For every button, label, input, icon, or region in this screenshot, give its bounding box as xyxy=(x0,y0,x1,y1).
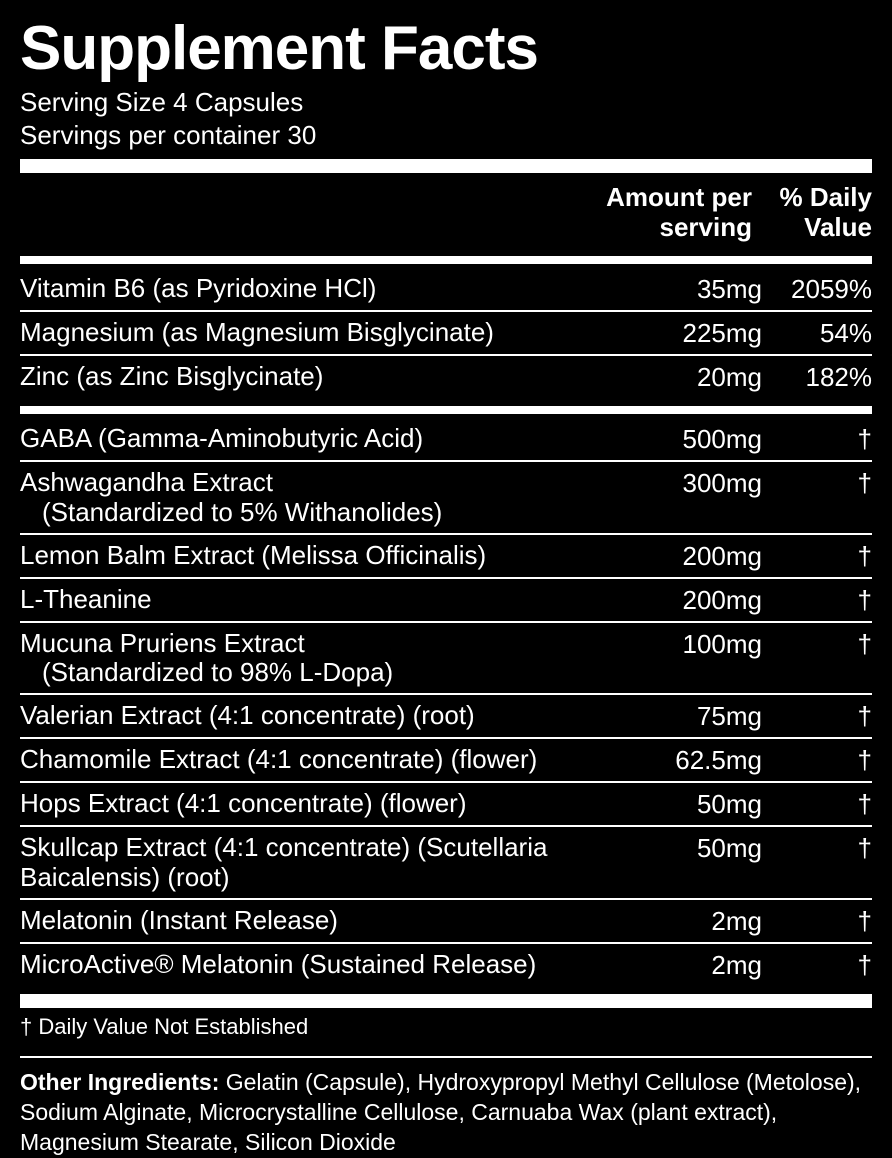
rule-bottom xyxy=(20,994,872,1008)
ingredient-amount: 50mg xyxy=(632,826,762,899)
ingredient-name: Skullcap Extract (4:1 concentrate) (Scut… xyxy=(20,826,632,899)
ingredient-name: Mucuna Pruriens Extract(Standardized to … xyxy=(20,622,632,695)
ingredient-dv: † xyxy=(762,738,872,782)
other-ingredients: Other Ingredients: Gelatin (Capsule), Hy… xyxy=(20,1068,872,1158)
ingredient-dv: 182% xyxy=(762,355,872,398)
col-dv: % Daily Value xyxy=(752,177,872,248)
ingredient-amount: 200mg xyxy=(632,534,762,578)
ingredient-amount: 200mg xyxy=(632,578,762,622)
table-row: MicroActive® Melatonin (Sustained Releas… xyxy=(20,943,872,986)
servings-per-container: Servings per container 30 xyxy=(20,119,872,152)
table-row: GABA (Gamma-Aminobutyric Acid)500mg† xyxy=(20,418,872,461)
table-row: L-Theanine200mg† xyxy=(20,578,872,622)
ingredient-amount: 225mg xyxy=(632,311,762,355)
serving-size: Serving Size 4 Capsules xyxy=(20,86,872,119)
ingredient-dv: † xyxy=(762,826,872,899)
facts-table: Amount per serving % Daily Value xyxy=(20,177,872,248)
table-row: Magnesium (as Magnesium Bisglycinate)225… xyxy=(20,311,872,355)
dv-footnote: † Daily Value Not Established xyxy=(20,1014,872,1040)
table-row: Melatonin (Instant Release)2mg† xyxy=(20,899,872,943)
ingredient-dv: † xyxy=(762,418,872,461)
ingredient-dv: † xyxy=(762,622,872,695)
ingredient-name: Chamomile Extract (4:1 concentrate) (flo… xyxy=(20,738,632,782)
other-ingredients-divider: Other Ingredients: Gelatin (Capsule), Hy… xyxy=(20,1056,872,1158)
ingredient-amount: 2mg xyxy=(632,943,762,986)
ingredient-amount: 62.5mg xyxy=(632,738,762,782)
ingredient-amount: 300mg xyxy=(632,461,762,534)
ingredient-subtext: (Standardized to 98% L-Dopa) xyxy=(20,658,624,688)
table-row: Valerian Extract (4:1 concentrate) (root… xyxy=(20,694,872,738)
ingredient-dv: 2059% xyxy=(762,268,872,311)
rule-top xyxy=(20,159,872,173)
ingredient-name: Magnesium (as Magnesium Bisglycinate) xyxy=(20,311,632,355)
table-row: Zinc (as Zinc Bisglycinate)20mg182% xyxy=(20,355,872,398)
ingredient-name: GABA (Gamma-Aminobutyric Acid) xyxy=(20,418,632,461)
ingredient-name: MicroActive® Melatonin (Sustained Releas… xyxy=(20,943,632,986)
ingredient-amount: 2mg xyxy=(632,899,762,943)
ingredient-name: Melatonin (Instant Release) xyxy=(20,899,632,943)
ingredient-dv: † xyxy=(762,782,872,826)
col-name xyxy=(20,177,592,248)
col-amount: Amount per serving xyxy=(592,177,752,248)
ingredient-dv: † xyxy=(762,534,872,578)
facts-group-1: Vitamin B6 (as Pyridoxine HCl)35mg2059%M… xyxy=(20,268,872,398)
rule-group-sep xyxy=(20,406,872,414)
ingredient-dv: † xyxy=(762,694,872,738)
ingredient-name: Vitamin B6 (as Pyridoxine HCl) xyxy=(20,268,632,311)
table-row: Lemon Balm Extract (Melissa Officinalis)… xyxy=(20,534,872,578)
ingredient-dv: † xyxy=(762,578,872,622)
table-row: Chamomile Extract (4:1 concentrate) (flo… xyxy=(20,738,872,782)
ingredient-amount: 50mg xyxy=(632,782,762,826)
ingredient-dv: † xyxy=(762,461,872,534)
table-row: Vitamin B6 (as Pyridoxine HCl)35mg2059% xyxy=(20,268,872,311)
table-row: Mucuna Pruriens Extract(Standardized to … xyxy=(20,622,872,695)
ingredient-name: Lemon Balm Extract (Melissa Officinalis) xyxy=(20,534,632,578)
ingredient-subtext: (Standardized to 5% Withanolides) xyxy=(20,498,624,528)
other-ingredients-label: Other Ingredients: xyxy=(20,1069,219,1095)
ingredient-name: Ashwagandha Extract(Standardized to 5% W… xyxy=(20,461,632,534)
ingredient-amount: 75mg xyxy=(632,694,762,738)
ingredient-amount: 100mg xyxy=(632,622,762,695)
ingredient-amount: 35mg xyxy=(632,268,762,311)
ingredient-name: Zinc (as Zinc Bisglycinate) xyxy=(20,355,632,398)
ingredient-name: Valerian Extract (4:1 concentrate) (root… xyxy=(20,694,632,738)
facts-group-2: GABA (Gamma-Aminobutyric Acid)500mg†Ashw… xyxy=(20,418,872,986)
ingredient-dv: † xyxy=(762,899,872,943)
ingredient-amount: 500mg xyxy=(632,418,762,461)
panel-title: Supplement Facts xyxy=(20,18,872,80)
ingredient-dv: † xyxy=(762,943,872,986)
ingredient-name: Hops Extract (4:1 concentrate) (flower) xyxy=(20,782,632,826)
table-row: Ashwagandha Extract(Standardized to 5% W… xyxy=(20,461,872,534)
table-row: Hops Extract (4:1 concentrate) (flower)5… xyxy=(20,782,872,826)
rule-under-header xyxy=(20,256,872,264)
ingredient-name: L-Theanine xyxy=(20,578,632,622)
ingredient-dv: 54% xyxy=(762,311,872,355)
table-row: Skullcap Extract (4:1 concentrate) (Scut… xyxy=(20,826,872,899)
ingredient-amount: 20mg xyxy=(632,355,762,398)
